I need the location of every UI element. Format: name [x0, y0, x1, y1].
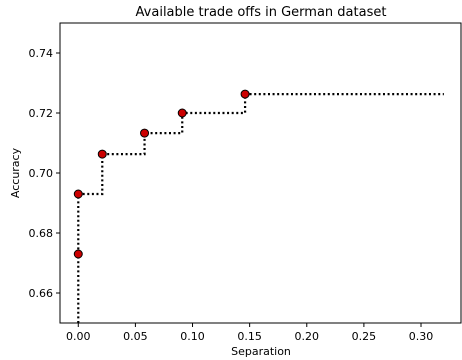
x-tick-label: 0.05	[123, 330, 148, 343]
x-axis-ticks: 0.00 0.05 0.10 0.15 0.20 0.25 0.30	[66, 323, 433, 343]
chart-title: Available trade offs in German dataset	[136, 5, 387, 20]
x-tick-label: 0.30	[409, 330, 434, 343]
x-tick-label: 0.00	[66, 330, 91, 343]
step-line	[77, 92, 444, 323]
axes-frame	[59, 22, 462, 324]
data-point	[140, 128, 150, 138]
plot-area	[73, 89, 444, 323]
x-tick-label: 0.10	[180, 330, 205, 343]
y-tick-label: 0.72	[29, 107, 54, 120]
x-axis-label: Separation	[231, 345, 291, 358]
y-axis-label: Accuracy	[9, 147, 22, 198]
y-tick-label: 0.66	[29, 287, 54, 300]
y-tick-label: 0.70	[29, 167, 54, 180]
data-point	[73, 189, 83, 199]
data-point	[97, 149, 107, 159]
data-point	[177, 108, 187, 118]
x-tick-label: 0.25	[352, 330, 377, 343]
y-tick-label: 0.68	[29, 227, 54, 240]
data-point	[73, 249, 83, 259]
x-tick-label: 0.20	[295, 330, 320, 343]
y-axis-ticks: 0.66 0.68 0.70 0.72 0.74	[29, 47, 60, 300]
y-tick-label: 0.74	[29, 47, 54, 60]
x-tick-label: 0.15	[237, 330, 262, 343]
data-point	[240, 89, 250, 99]
